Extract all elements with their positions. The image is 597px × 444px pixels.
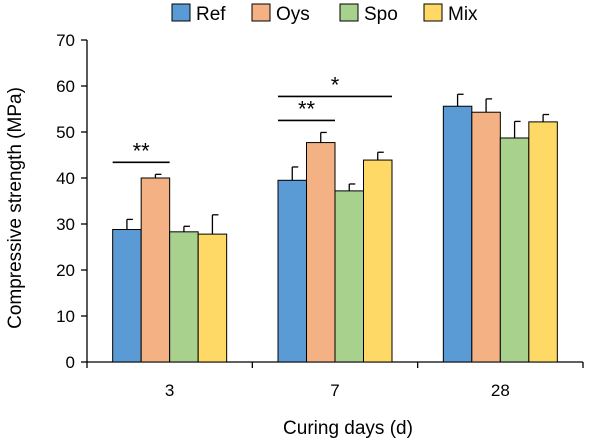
x-axis-label: Curing days (d) [283, 418, 413, 439]
significance-label: ** [298, 96, 316, 121]
x-tick-label-3: 3 [165, 381, 174, 400]
y-axis-label: Compressive strength (MPa) [5, 87, 26, 329]
y-tick-label: 70 [56, 31, 75, 50]
bar-spo-3 [169, 231, 199, 363]
bar-mix-3 [197, 233, 228, 363]
bar-mix-7 [363, 159, 393, 363]
legend-label-mix: Mix [448, 4, 478, 25]
legend: Ref Oys Spo Mix [171, 3, 478, 25]
y-axis: 0 10 20 30 40 50 60 70 [56, 31, 88, 372]
bar-ref-3 [112, 229, 142, 363]
bar-spo-7 [334, 190, 364, 363]
legend-swatch-spo [339, 3, 359, 22]
bars [112, 93, 558, 363]
bar-ref-28 [442, 105, 473, 363]
y-tick-label: 60 [56, 77, 75, 96]
legend-swatch-ref [171, 3, 191, 22]
y-tick-label: 20 [56, 261, 75, 280]
significance-label: * [331, 72, 340, 97]
bar-oys-3 [140, 177, 171, 363]
y-tick-label: 40 [56, 169, 75, 188]
bar-spo-28 [499, 137, 530, 363]
legend-swatch-oys [251, 3, 271, 22]
x-tick-label-7: 7 [330, 381, 339, 400]
bar-oys-28 [471, 111, 501, 363]
legend-label-oys: Oys [276, 4, 310, 25]
y-tick-label: 30 [56, 215, 75, 234]
bar-oys-7 [306, 142, 336, 363]
legend-label-ref: Ref [196, 4, 226, 25]
legend-label-spo: Spo [364, 4, 398, 25]
y-tick-label: 10 [56, 307, 75, 326]
x-tick-label-28: 28 [491, 381, 510, 400]
x-axis: 3 7 28 [86, 361, 584, 400]
bar-ref-7 [277, 179, 307, 363]
y-tick-label: 50 [56, 123, 75, 142]
bar-mix-28 [528, 121, 558, 363]
significance-label: ** [133, 138, 151, 163]
legend-swatch-mix [423, 3, 443, 22]
y-tick-label: 0 [66, 353, 75, 372]
significance-annotations: ***** [112, 72, 392, 163]
